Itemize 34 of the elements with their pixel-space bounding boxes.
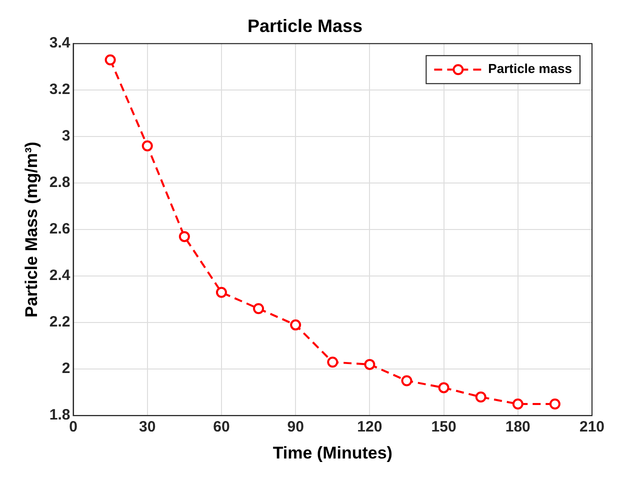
point bbox=[401, 375, 412, 386]
x-tick-label: 120 bbox=[357, 418, 382, 436]
point bbox=[216, 286, 227, 298]
x-axis-title: Time (Minutes) bbox=[272, 443, 392, 462]
point bbox=[364, 358, 376, 370]
chart-title: Particle Mass bbox=[247, 16, 363, 36]
point bbox=[142, 140, 153, 152]
point bbox=[549, 398, 560, 410]
y-tick-label: 3 bbox=[62, 128, 70, 145]
x-tick-label: 90 bbox=[287, 418, 304, 436]
y-tick-label: 3.2 bbox=[49, 81, 70, 98]
point bbox=[253, 303, 264, 314]
x-tick-label: 0 bbox=[69, 418, 78, 436]
x-tick-label: 60 bbox=[213, 418, 230, 436]
x-tick-label: 180 bbox=[505, 418, 530, 436]
y-tick-label: 2.8 bbox=[49, 174, 70, 192]
x-tick-label: 30 bbox=[139, 418, 156, 436]
y-tick-label: 2.4 bbox=[49, 267, 71, 284]
y-tick-label: 1.8 bbox=[49, 406, 70, 424]
x-tick-label: 210 bbox=[579, 418, 605, 436]
y-tick-label: 3.4 bbox=[49, 34, 71, 52]
point bbox=[290, 319, 302, 330]
y-tick-label: 2 bbox=[62, 360, 70, 378]
y-axis-title: Particle Mass (mg/m³) bbox=[22, 142, 41, 318]
x-tick-label: 150 bbox=[431, 418, 456, 436]
point bbox=[178, 231, 190, 242]
point bbox=[475, 392, 486, 402]
y-tick-label: 2.2 bbox=[49, 314, 70, 331]
legend-label: Particle mass bbox=[488, 61, 572, 76]
point bbox=[327, 356, 338, 368]
point bbox=[438, 382, 450, 394]
y-tick-label: 2.6 bbox=[49, 220, 70, 238]
point bbox=[104, 54, 116, 66]
point bbox=[512, 398, 524, 410]
